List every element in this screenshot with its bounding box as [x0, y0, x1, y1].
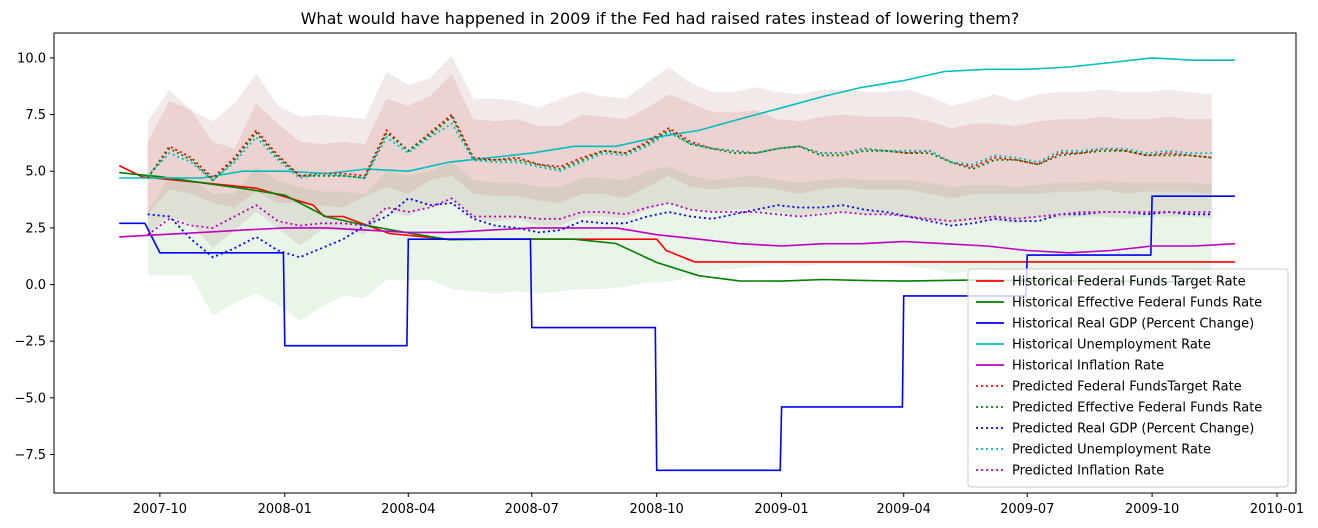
y-tick-label: 2.5: [25, 221, 46, 236]
legend-label: Predicted Inflation Rate: [1012, 464, 1164, 479]
legend-label: Historical Real GDP (Percent Change): [1012, 317, 1254, 332]
x-tick-label: 2008-04: [381, 502, 435, 517]
plot-frame: [53, 32, 1297, 494]
series-line-10: [147, 197, 1212, 236]
y-tick-label: −5.0: [14, 391, 46, 406]
x-tick-label: 2008-07: [505, 502, 559, 517]
y-tick-label: 0.0: [25, 278, 46, 293]
series-line-3: [119, 195, 1235, 472]
series-lines: [118, 57, 1235, 472]
series-line-5: [119, 227, 1235, 254]
series-line-9: [147, 122, 1212, 182]
confidence-bands: [147, 55, 1212, 321]
y-tick-label: 5.0: [25, 165, 46, 180]
confidence-band-3: [147, 55, 1212, 249]
y-tick-label: 10.0: [17, 51, 46, 66]
y-tick-label: −2.5: [14, 335, 46, 350]
x-tick-label: 2008-01: [258, 502, 312, 517]
legend-label: Historical Unemployment Rate: [1012, 338, 1211, 353]
legend-label: Historical Federal Funds Target Rate: [1012, 275, 1246, 290]
x-tick-label: 2009-10: [1125, 502, 1179, 517]
series-line-4: [119, 57, 1235, 179]
legend-label: Predicted Unemployment Rate: [1012, 443, 1211, 458]
confidence-band-1: [147, 73, 1212, 215]
legend-label: Historical Effective Federal Funds Rate: [1012, 296, 1262, 311]
legend-label: Predicted Real GDP (Percent Change): [1012, 422, 1254, 437]
confidence-band-2: [147, 162, 1212, 321]
y-tick-label: −7.5: [14, 448, 46, 463]
x-tick-label: 2007-10: [133, 502, 187, 517]
x-tick-label: 2009-01: [754, 502, 808, 517]
x-axis: 2007-10 2008-01 2008-04 2008-07 2008-10 2009-…: [133, 493, 1304, 517]
legend: Historical Federal Funds Target Rate Hist…: [967, 268, 1289, 488]
x-tick-label: 2010-01: [1250, 502, 1304, 517]
x-tick-label: 2009-07: [1000, 502, 1054, 517]
x-tick-label: 2008-10: [630, 502, 684, 517]
y-axis: −7.5 −5.0 −2.5 0.0 2.5 5.0 7.5 10.0: [14, 51, 54, 463]
y-tick-label: 7.5: [25, 108, 46, 123]
legend-label: Historical Inflation Rate: [1012, 359, 1164, 374]
x-tick-label: 2009-04: [877, 502, 931, 517]
legend-label: Predicted Effective Federal Funds Rate: [1012, 401, 1262, 416]
chart-title: What would have happened in 2009 if the …: [301, 9, 1020, 28]
legend-box: [967, 268, 1289, 488]
series-line-8: [147, 197, 1212, 259]
legend-label: Predicted Federal FundsTarget Rate: [1012, 380, 1242, 395]
